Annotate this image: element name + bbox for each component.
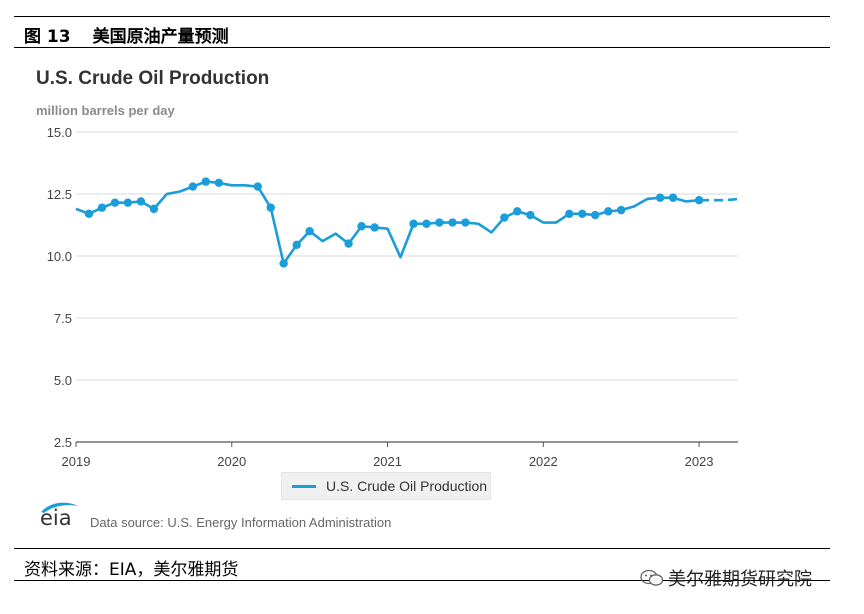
data-point <box>279 259 288 268</box>
data-point <box>84 209 94 219</box>
data-point <box>461 218 470 227</box>
data-point <box>97 203 107 212</box>
data-point <box>513 207 522 216</box>
y-tick-label: 5.0 <box>54 373 72 388</box>
x-tick-label: 2022 <box>529 454 558 469</box>
data-point <box>370 223 379 232</box>
chart-title: U.S. Crude Oil Production <box>36 68 270 89</box>
data-point <box>590 210 600 220</box>
data-point <box>655 193 665 202</box>
x-tick-label: 2019 <box>62 454 91 469</box>
watermark-text: 美尔雅期货研究院 <box>668 569 812 590</box>
legend-swatch <box>292 484 316 488</box>
y-tick-label: 2.5 <box>54 435 72 450</box>
data-point <box>136 197 146 206</box>
chart-legend[interactable]: U.S. Crude Oil Production <box>281 472 491 500</box>
x-tick-label: 2023 <box>685 454 714 469</box>
legend-label: U.S. Crude Oil Production <box>326 478 488 494</box>
data-point <box>422 219 431 228</box>
data-point <box>201 177 210 186</box>
figure-number: 图 13 <box>24 27 71 47</box>
wechat-icon <box>640 569 664 586</box>
data-point <box>188 182 198 191</box>
data-point <box>578 209 587 219</box>
data-point <box>149 204 159 214</box>
top-rule <box>14 16 830 17</box>
data-point <box>305 227 314 236</box>
data-point <box>123 198 133 207</box>
footer-rule <box>14 548 830 549</box>
bottom-rule <box>14 580 830 581</box>
data-point <box>616 205 626 215</box>
data-point <box>435 218 444 227</box>
data-point <box>266 203 275 212</box>
y-tick-label: 7.5 <box>54 311 72 326</box>
chart-unit-label: million barrels per day <box>36 103 175 118</box>
series-markers <box>84 177 704 268</box>
source-footnote: 资料来源：EIA，美尔雅期货 <box>24 560 239 580</box>
x-tick-label: 2021 <box>373 454 402 469</box>
y-tick-label: 12.5 <box>47 187 72 202</box>
figure-title: 图 13 美国原油产量预测 <box>24 22 229 47</box>
y-tick-label: 10.0 <box>47 249 72 264</box>
watermark: 美尔雅期货研究院 <box>640 565 812 591</box>
x-axis: 2019 2020 2021 2022 2023 <box>62 441 738 469</box>
data-point <box>292 240 301 250</box>
data-point <box>500 213 509 222</box>
data-point <box>344 239 353 248</box>
data-point <box>526 210 535 220</box>
data-point <box>409 219 418 228</box>
data-point <box>253 182 262 191</box>
data-point <box>448 218 457 227</box>
data-point <box>214 178 224 188</box>
y-axis-ticks: 2.5 5.0 7.5 10.0 12.5 15.0 <box>47 125 72 450</box>
eia-logo-icon <box>41 502 78 513</box>
title-rule <box>14 47 830 48</box>
gridlines <box>76 131 738 381</box>
x-tick-label: 2020 <box>217 454 246 469</box>
data-point <box>565 209 574 219</box>
y-tick-label: 15.0 <box>47 125 72 140</box>
data-point <box>604 207 613 216</box>
data-point <box>357 222 366 231</box>
eia-logo-text: eia <box>40 506 72 530</box>
data-source-note: Data source: U.S. Energy Information Adm… <box>90 515 392 530</box>
series-line-forecast <box>686 197 739 203</box>
data-point <box>668 193 678 202</box>
data-point <box>110 198 120 207</box>
data-point <box>694 196 704 205</box>
figure-caption: 美国原油产量预测 <box>92 27 229 47</box>
